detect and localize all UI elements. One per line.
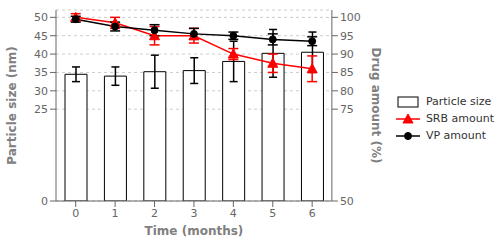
- svg-text:Drug amount (%): Drug amount (%): [369, 47, 383, 163]
- svg-text:85: 85: [340, 66, 354, 79]
- svg-text:35: 35: [34, 66, 48, 79]
- svg-text:0: 0: [41, 195, 48, 208]
- svg-text:Particle size (nm): Particle size (nm): [5, 46, 19, 164]
- html-text:Particle size: Particle size: [425, 95, 492, 108]
- svg-text:2: 2: [151, 207, 158, 220]
- svg-text:75: 75: [340, 103, 354, 116]
- svg-text:40: 40: [34, 48, 48, 61]
- svg-text:5: 5: [269, 207, 276, 220]
- svg-text:1: 1: [112, 207, 119, 220]
- svg-text:50: 50: [34, 11, 48, 24]
- svg-text:30: 30: [34, 85, 48, 98]
- svg-text:6: 6: [309, 207, 316, 220]
- svg-text:0: 0: [72, 207, 79, 220]
- svg-text:3: 3: [190, 207, 197, 220]
- html-text:SRB amount: SRB amount: [425, 112, 494, 125]
- svg-text:25: 25: [34, 103, 48, 116]
- svg-text:95: 95: [340, 30, 354, 43]
- svg-text:90: 90: [340, 48, 354, 61]
- svg-text:100: 100: [340, 11, 361, 24]
- svg-text:80: 80: [340, 85, 354, 98]
- svg-text:Time (months): Time (months): [145, 224, 244, 238]
- svg-text:50: 50: [340, 195, 354, 208]
- svg-text:4: 4: [230, 207, 237, 220]
- svg-text:45: 45: [34, 30, 48, 43]
- html-text:VP amount: VP amount: [425, 129, 486, 142]
